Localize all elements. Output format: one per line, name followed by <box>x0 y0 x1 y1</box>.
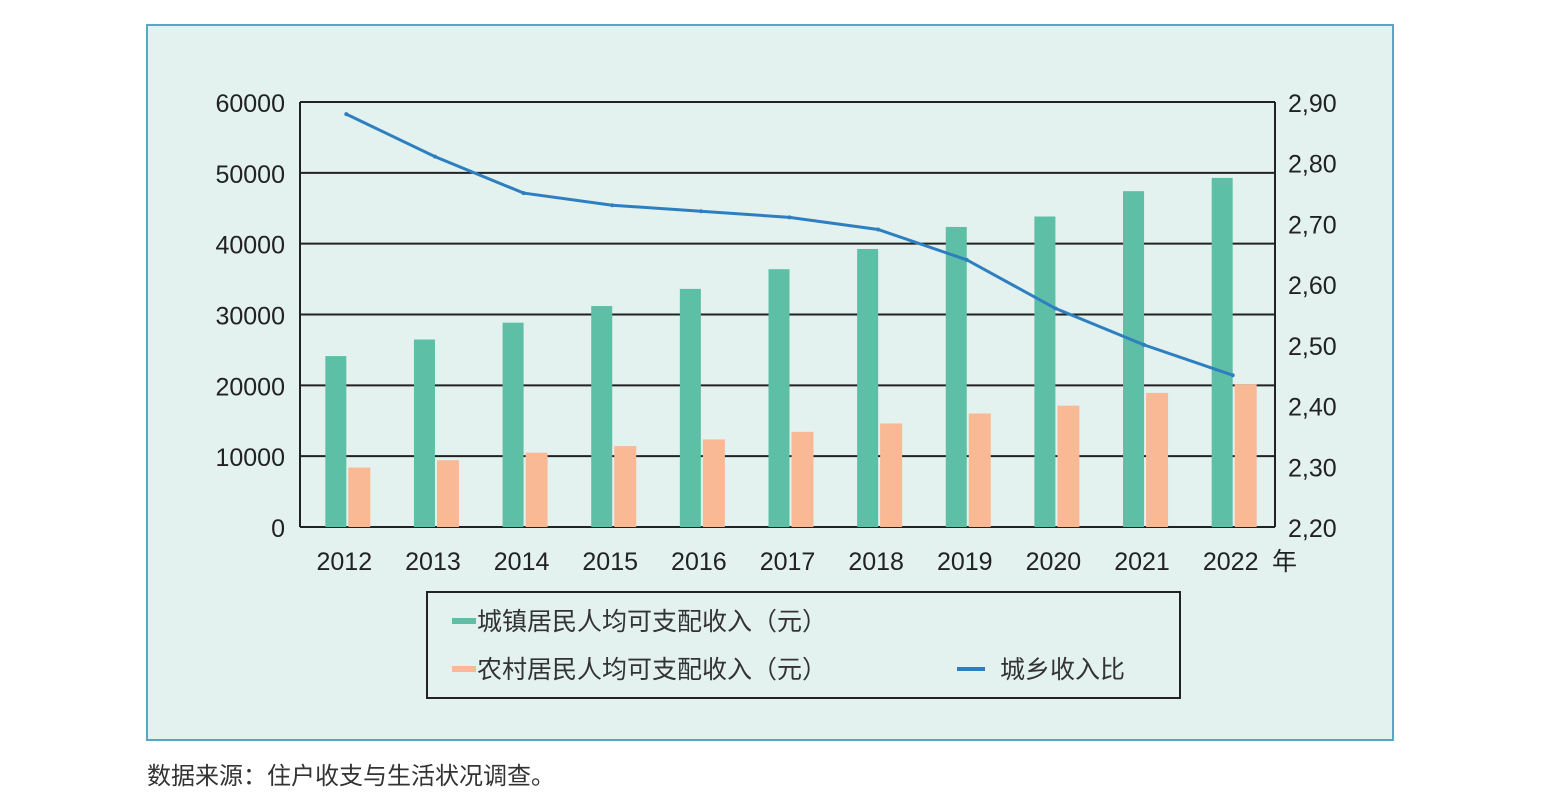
x-tick-label: 2018 <box>848 548 904 576</box>
x-tick-label: 2016 <box>671 548 727 576</box>
bar-rural-income <box>525 452 548 527</box>
right-tick-label: 2,20 <box>1288 515 1337 543</box>
ratio-point <box>521 191 526 196</box>
x-tick-label: 2020 <box>1026 548 1082 576</box>
right-tick-label: 2,80 <box>1288 151 1337 179</box>
bar-urban-income <box>768 269 790 527</box>
ratio-point <box>876 227 881 232</box>
bar-rural-income <box>702 439 725 527</box>
left-tick-label: 30000 <box>215 303 285 331</box>
legend-label-rural: 农村居民人均可支配收入（元） <box>477 655 827 684</box>
ratio-point <box>1053 306 1058 311</box>
right-tick-label: 2,40 <box>1288 394 1337 422</box>
right-tick-label: 2,30 <box>1288 454 1337 482</box>
ratio-point <box>964 257 969 262</box>
right-tick-label: 2,90 <box>1288 90 1337 118</box>
x-unit-label: 年 <box>1272 547 1297 576</box>
left-tick-label: 10000 <box>215 444 285 472</box>
bar-urban-income <box>1034 216 1056 528</box>
bar-urban-income <box>1123 191 1145 528</box>
bar-urban-income <box>679 288 701 527</box>
ratio-point <box>787 215 792 220</box>
bar-rural-income <box>1234 384 1257 527</box>
bar-urban-income <box>591 306 613 527</box>
bar-urban-income <box>857 248 879 527</box>
bar-urban-income <box>945 226 967 527</box>
bar-urban-income <box>502 322 524 527</box>
x-tick-label: 2021 <box>1114 548 1170 576</box>
ratio-point <box>1142 342 1147 347</box>
left-tick-label: 50000 <box>215 161 285 189</box>
bar-urban-income <box>325 356 347 527</box>
bar-urban-income <box>413 339 435 527</box>
right-tick-label: 2,50 <box>1288 333 1337 361</box>
bar-rural-income <box>1057 405 1080 527</box>
x-tick-label: 2017 <box>760 548 816 576</box>
legend-label-ratio: 城乡收入比 <box>1000 655 1125 684</box>
source-note: 数据来源：住户收支与生活状况调查。 <box>147 762 555 790</box>
bar-rural-income <box>348 467 371 527</box>
x-tick-label: 2015 <box>582 548 638 576</box>
x-tick-label: 2019 <box>937 548 993 576</box>
left-tick-label: 0 <box>271 515 285 543</box>
x-tick-label: 2014 <box>494 548 550 576</box>
bar-rural-income <box>436 460 459 527</box>
left-tick-label: 60000 <box>215 90 285 118</box>
ratio-point <box>344 112 349 117</box>
bar-rural-income <box>880 423 903 527</box>
ratio-point <box>610 203 615 208</box>
x-tick-label: 2012 <box>317 548 373 576</box>
bar-rural-income <box>968 413 991 527</box>
ratio-point <box>432 154 437 159</box>
bar-rural-income <box>1146 392 1169 527</box>
right-tick-label: 2,60 <box>1288 272 1337 300</box>
legend-box <box>426 591 1181 699</box>
ratio-point <box>1230 373 1235 378</box>
legend-label-urban: 城镇居民人均可支配收入（元） <box>477 607 827 636</box>
x-tick-label: 2013 <box>405 548 461 576</box>
ratio-point <box>698 209 703 214</box>
bar-urban-income <box>1211 177 1233 527</box>
bar-rural-income <box>614 446 637 527</box>
x-tick-label: 2022 <box>1203 548 1259 576</box>
right-tick-label: 2,70 <box>1288 211 1337 239</box>
left-tick-label: 20000 <box>215 373 285 401</box>
bar-rural-income <box>791 431 814 527</box>
left-tick-label: 40000 <box>215 232 285 260</box>
